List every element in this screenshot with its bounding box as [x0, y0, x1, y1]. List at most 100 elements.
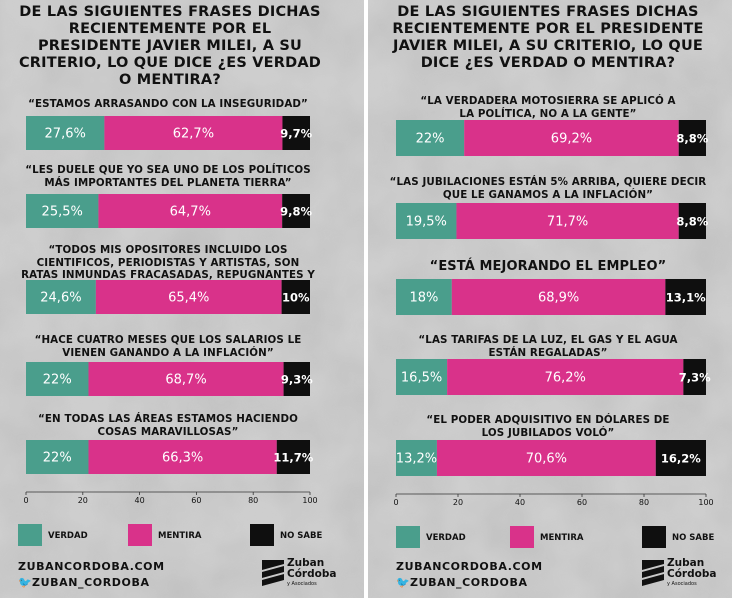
legend-label-verdad: VERDAD [48, 531, 88, 541]
footer-twitter-handle: ZUBAN_CORDOBA [410, 576, 528, 589]
bar-segment-mentira-4 [88, 362, 284, 396]
legend-swatch-verdad [396, 526, 420, 548]
x-tick-label: 20 [78, 496, 88, 505]
x-tick-label: 40 [135, 496, 145, 505]
bar-segment-verdad-2 [396, 203, 457, 239]
data-label-no-sabe-1: 9,7% [280, 127, 312, 141]
data-label-mentira-3: 68,9% [538, 291, 579, 306]
bar-segment-verdad-3 [26, 280, 96, 314]
data-label-no-sabe-5: 11,7% [273, 451, 313, 465]
bar-segment-mentira-5 [88, 440, 277, 474]
data-label-mentira-2: 64,7% [170, 205, 211, 220]
legend-label-mentira: MENTIRA [540, 533, 584, 543]
bar-segment-no-sabe-3 [665, 279, 706, 315]
data-label-no-sabe-3: 13,1% [666, 291, 706, 305]
footer-twitter[interactable]: 🐦ZUBAN_CORDOBA [396, 576, 528, 589]
bar-segment-mentira-1 [104, 116, 283, 150]
legend-swatch-mentira [510, 526, 534, 548]
question-label-5: “EL PODER ADQUISITIVO EN DÓLARES DE LOS … [426, 414, 670, 439]
bar-segment-verdad-2 [26, 194, 99, 228]
legend-label-mentira: MENTIRA [158, 531, 202, 541]
zuban-cordoba-logo: Zuban Córdoba y Asociados [642, 556, 732, 596]
bar-segment-mentira-1 [464, 120, 679, 156]
data-label-no-sabe-4: 7,3% [679, 371, 711, 385]
bar-segment-mentira-3 [95, 280, 282, 314]
x-tick-label: 80 [639, 498, 649, 507]
data-label-mentira-2: 71,7% [547, 215, 588, 230]
logo-mark-icon [262, 560, 284, 586]
bar-segment-no-sabe-2 [678, 203, 706, 239]
logo-line-2: Córdoba [667, 568, 717, 580]
bar-segment-mentira-2 [456, 203, 679, 239]
data-label-verdad-5: 13,2% [396, 452, 437, 467]
footer-twitter-handle: ZUBAN_CORDOBA [32, 576, 150, 589]
stacked-bar-chart: 27,6% 62,7% 9,7% 25,5% 64,7% 9,8% 24,6% 65,4% 10… [18, 116, 322, 546]
bar-segment-no-sabe-4 [283, 362, 310, 396]
logo-line-1: Zuban [667, 557, 705, 569]
bar-segment-mentira-3 [451, 279, 666, 315]
legend-swatch-verdad [18, 524, 42, 546]
data-label-mentira-3: 65,4% [168, 291, 209, 306]
x-tick-label: 20 [453, 498, 463, 507]
bar-segment-mentira-2 [98, 194, 283, 228]
footer-website[interactable]: ZUBANCORDOBA.COM [396, 560, 543, 573]
data-label-verdad-3: 24,6% [40, 291, 81, 306]
footer-twitter[interactable]: 🐦ZUBAN_CORDOBA [18, 576, 150, 589]
data-label-no-sabe-2: 8,8% [676, 215, 708, 229]
data-label-no-sabe-2: 9,8% [280, 205, 312, 219]
twitter-icon: 🐦 [18, 576, 33, 589]
x-tick-label: 40 [515, 498, 525, 507]
data-label-verdad-3: 18% [409, 291, 438, 306]
x-tick-label: 80 [248, 496, 258, 505]
x-tick-label: 100 [698, 498, 713, 507]
legend-label-no-sabe: NO SABE [280, 531, 322, 541]
data-label-verdad-4: 22% [43, 373, 72, 388]
data-label-verdad-2: 25,5% [42, 205, 83, 220]
legend-swatch-mentira [128, 524, 152, 546]
data-label-mentira-5: 66,3% [162, 451, 203, 466]
bar-segment-verdad-5 [396, 440, 437, 476]
data-label-verdad-5: 22% [43, 451, 72, 466]
bar-segment-verdad-1 [26, 116, 105, 150]
question-label-1: “LA VERDADERA MOTOSIERRA SE APLICÓ A LA … [420, 95, 676, 120]
bar-segment-mentira-5 [436, 440, 656, 476]
logo-line-2: Córdoba [287, 568, 337, 580]
logo-line-3: y Asociados [667, 581, 697, 587]
legend-swatch-no-sabe [250, 524, 274, 546]
question-label-2: “LAS JUBILACIONES ESTÁN 5% ARRIBA, QUIER… [389, 176, 707, 201]
legend-label-no-sabe: NO SABE [672, 533, 714, 543]
data-label-no-sabe-3: 10% [282, 291, 310, 305]
data-label-verdad-2: 19,5% [406, 215, 447, 230]
question-label-4: “LAS TARIFAS DE LA LUZ, EL GAS Y EL AGUA… [418, 334, 678, 359]
question-label-5: “EN TODAS LAS ÁREAS ESTAMOS HACIENDO COS… [38, 413, 298, 438]
x-tick-label: 100 [302, 496, 317, 505]
bar-segment-verdad-1 [396, 120, 465, 156]
legend-label-verdad: VERDAD [426, 533, 466, 543]
legend-swatch-no-sabe [642, 526, 666, 548]
bar-segment-verdad-4 [396, 359, 448, 395]
x-tick-label: 60 [191, 496, 201, 505]
right-chart-panel: DE LAS SIGUIENTES FRASES DICHAS RECIENTE… [378, 0, 718, 598]
bar-segment-no-sabe-2 [282, 194, 310, 228]
question-label-2: “LES DUELE QUE YO SEA UNO DE LOS POLÍTIC… [25, 164, 311, 189]
data-label-mentira-4: 68,7% [165, 373, 206, 388]
data-label-mentira-5: 70,6% [526, 452, 567, 467]
bar-segment-no-sabe-3 [281, 280, 310, 314]
logo-line-1: Zuban [287, 557, 325, 569]
x-tick-label: 60 [577, 498, 587, 507]
data-label-verdad-1: 27,6% [45, 127, 86, 142]
panel-divider [364, 0, 368, 598]
panel-title: DE LAS SIGUIENTES FRASES DICHAS RECIENTE… [18, 4, 322, 88]
data-label-verdad-1: 22% [416, 132, 445, 147]
data-label-no-sabe-1: 8,8% [676, 132, 708, 146]
data-label-verdad-4: 16,5% [401, 371, 442, 386]
stacked-bar-chart: 22% 69,2% 8,8% 19,5% 71,7% 8,8% 18% 68,9% 13,1% 1… [393, 120, 714, 548]
bar-segment-verdad-5 [26, 440, 89, 474]
bar-segment-mentira-4 [447, 359, 684, 395]
bar-segment-no-sabe-5 [276, 440, 310, 474]
footer-website[interactable]: ZUBANCORDOBA.COM [18, 560, 165, 573]
logo-line-3: y Asociados [287, 581, 317, 587]
data-label-no-sabe-4: 9,3% [281, 373, 313, 387]
question-label-3: “ESTÁ MEJORANDO EL EMPLEO” [429, 259, 667, 274]
panel-title: DE LAS SIGUIENTES FRASES DICHAS RECIENTE… [392, 4, 704, 71]
